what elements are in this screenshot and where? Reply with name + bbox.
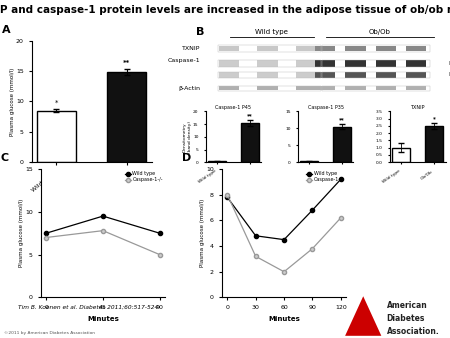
Wild type [253, 234, 258, 238]
Bar [217, 60, 321, 67]
Title: Caspase-1 P45: Caspase-1 P45 [216, 105, 252, 110]
Text: Association.: Association. [387, 327, 439, 336]
Wild type [310, 208, 315, 212]
Text: American: American [387, 301, 427, 310]
Text: *: * [432, 117, 436, 121]
Bar [322, 60, 430, 67]
Bar [37, 111, 76, 162]
Line: Wild type: Wild type [44, 214, 162, 235]
Caspase-1-/- [44, 236, 49, 240]
Text: Wild type: Wild type [255, 29, 288, 35]
Text: *: * [54, 100, 58, 106]
Bar [241, 123, 259, 162]
Wild type [338, 177, 343, 181]
Bar [296, 46, 316, 51]
Bar [257, 46, 278, 51]
Wild type [225, 195, 230, 199]
Bar [257, 72, 278, 78]
Legend: Wild type, Caspase-1-/-: Wild type, Caspase-1-/- [306, 171, 344, 183]
Bar [219, 72, 239, 78]
Bar [345, 86, 365, 91]
Y-axis label: Plasma glucose (mmol/l): Plasma glucose (mmol/l) [200, 199, 205, 267]
Bar [219, 61, 239, 67]
Bar [375, 61, 396, 67]
Bar [315, 86, 335, 91]
Bar [315, 61, 335, 67]
Bar [217, 72, 321, 78]
X-axis label: Minutes: Minutes [87, 316, 119, 322]
Wild type [281, 238, 287, 242]
Bar [108, 72, 146, 162]
Caspase-1-/- [157, 252, 162, 257]
Wild type [100, 214, 106, 218]
Text: A: A [1, 25, 10, 35]
Bar [345, 46, 365, 51]
Title: Caspase-1 P35: Caspase-1 P35 [307, 105, 343, 110]
Text: B: B [196, 27, 204, 37]
Bar [333, 127, 351, 162]
Wild type [44, 231, 49, 235]
Text: **: ** [123, 60, 130, 66]
Bar [345, 61, 365, 67]
Bar [322, 72, 430, 78]
Text: TXNIP and caspase-1 protein levels are increased in the adipose tissue of ob/ob : TXNIP and caspase-1 protein levels are i… [0, 5, 450, 15]
Bar [406, 61, 426, 67]
Bar [375, 72, 396, 78]
Bar [296, 61, 316, 67]
Bar [257, 61, 278, 67]
Bar [219, 86, 239, 91]
Legend: Wild type, Caspase-1-/-: Wild type, Caspase-1-/- [125, 171, 163, 183]
Bar [406, 72, 426, 78]
Text: Ob/Ob: Ob/Ob [369, 29, 391, 35]
Title: TXNIP: TXNIP [410, 105, 425, 110]
Caspase-1-/- [281, 270, 287, 274]
Bar [375, 86, 396, 91]
Y-axis label: Plasma glucose (mmol/l): Plasma glucose (mmol/l) [9, 67, 14, 136]
Caspase-1-/- [100, 228, 106, 233]
Bar [219, 46, 239, 51]
Bar [315, 72, 335, 78]
Bar [315, 46, 335, 51]
Bar [392, 148, 410, 162]
Y-axis label: Plasma glucose (mmol/l): Plasma glucose (mmol/l) [19, 199, 24, 267]
Caspase-1-/- [338, 216, 343, 220]
Bar [375, 46, 396, 51]
Line: Caspase-1-/-: Caspase-1-/- [44, 228, 162, 257]
Caspase-1-/- [253, 254, 258, 258]
Text: β-Actin: β-Actin [179, 86, 201, 91]
Text: Diabetes: Diabetes [387, 314, 425, 323]
Text: Tim B. Koenen et al. Diabetes 2011;60:517-524: Tim B. Koenen et al. Diabetes 2011;60:51… [18, 304, 158, 309]
Bar [322, 86, 430, 91]
Caspase-1-/- [310, 247, 315, 251]
Bar [217, 45, 321, 52]
Text: P35: P35 [448, 72, 450, 77]
Text: TXNIP: TXNIP [182, 46, 201, 51]
Bar [425, 126, 443, 162]
Text: ©2011 by American Diabetes Association: ©2011 by American Diabetes Association [4, 331, 95, 335]
Text: **: ** [247, 113, 252, 118]
Bar [406, 86, 426, 91]
Text: P45: P45 [448, 61, 450, 66]
Bar [406, 46, 426, 51]
Bar [300, 161, 318, 162]
Line: Caspase-1-/-: Caspase-1-/- [225, 193, 343, 274]
Text: D: D [182, 153, 191, 163]
Text: Caspase-1: Caspase-1 [168, 58, 201, 63]
Bar [217, 86, 321, 91]
Bar [296, 86, 316, 91]
X-axis label: Minutes: Minutes [268, 316, 300, 322]
Caspase-1-/- [225, 193, 230, 197]
Y-axis label: Densitometry
(band density): Densitometry (band density) [183, 121, 192, 153]
Text: **: ** [339, 117, 345, 122]
Bar [345, 72, 365, 78]
Line: Wild type: Wild type [225, 177, 343, 242]
Text: C: C [0, 153, 9, 163]
Polygon shape [345, 296, 381, 336]
Bar [322, 45, 430, 52]
Wild type [157, 231, 162, 235]
Bar [257, 86, 278, 91]
Bar [296, 72, 316, 78]
